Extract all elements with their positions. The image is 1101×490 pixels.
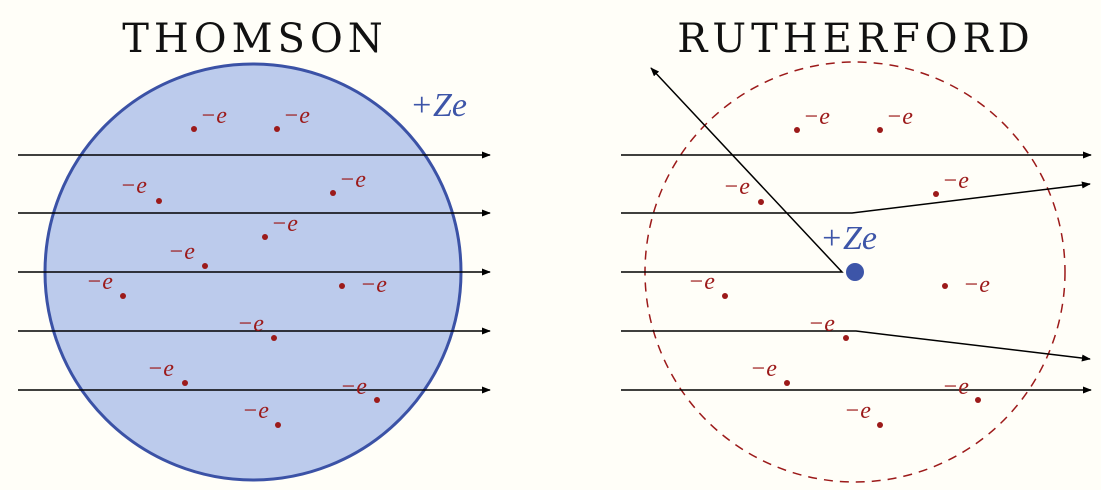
thomson-panel: THOMSON +Ze −e −e: [18, 16, 491, 482]
rutherford-electrons: −e −e −e −e −e: [688, 104, 990, 428]
rutherford-deflected-ray: [621, 330, 1091, 362]
electron-label: −e: [723, 174, 750, 200]
electron-dot: [877, 422, 883, 428]
electron-dot: [374, 397, 380, 403]
rutherford-nucleus: [846, 263, 864, 281]
rutherford-electron: −e: [844, 398, 883, 428]
thomson-electron: −e: [147, 356, 188, 386]
thomson-electron: −e: [168, 239, 208, 269]
electron-label: −e: [120, 173, 147, 199]
electron-dot: [275, 422, 281, 428]
electron-dot: [202, 263, 208, 269]
rutherford-electron: −e: [942, 272, 990, 298]
electron-label: −e: [168, 239, 195, 265]
electron-dot: [271, 335, 277, 341]
electron-label: −e: [147, 356, 174, 382]
rutherford-electron: −e: [877, 104, 913, 133]
thomson-electron: −e: [262, 211, 298, 240]
rutherford-electron: −e: [688, 269, 728, 299]
electron-label: −e: [360, 272, 387, 298]
rutherford-charge-label: +Ze: [820, 220, 877, 257]
rutherford-electron: −e: [750, 356, 790, 386]
electron-dot: [722, 293, 728, 299]
electron-label: −e: [688, 269, 715, 295]
thomson-electron: −e: [242, 398, 281, 428]
rutherford-electron: −e: [942, 374, 981, 403]
electron-dot: [330, 190, 336, 196]
rutherford-deflected-ray: [621, 181, 1091, 214]
electron-dot: [877, 127, 883, 133]
electron-label: −e: [200, 103, 227, 129]
electron-dot: [933, 191, 939, 197]
rutherford-alpha-rays: [621, 67, 1092, 394]
thomson-electron: −e: [120, 173, 162, 204]
electron-label: −e: [963, 272, 990, 298]
electron-dot: [758, 199, 764, 205]
electron-dot: [274, 126, 280, 132]
thomson-electron: −e: [340, 374, 380, 403]
electron-label: −e: [750, 356, 777, 382]
thomson-electrons: −e −e −e −e −e: [86, 103, 387, 428]
thomson-electron: −e: [274, 103, 310, 132]
thomson-electron: −e: [237, 311, 277, 341]
electron-dot: [975, 397, 981, 403]
thomson-electron: −e: [330, 167, 366, 196]
electron-label: −e: [844, 398, 871, 424]
electron-label: −e: [803, 104, 830, 130]
electron-label: −e: [886, 104, 913, 130]
electron-dot: [120, 293, 126, 299]
electron-dot: [784, 380, 790, 386]
electron-label: −e: [271, 211, 298, 237]
rutherford-electron: −e: [808, 311, 849, 341]
thomson-title: THOMSON: [122, 16, 388, 62]
electron-label: −e: [242, 398, 269, 424]
rutherford-title: RUTHERFORD: [677, 16, 1034, 62]
electron-dot: [794, 127, 800, 133]
electron-label: −e: [86, 269, 113, 295]
rutherford-electron: −e: [933, 168, 969, 197]
thomson-electron: −e: [191, 103, 227, 132]
electron-dot: [191, 126, 197, 132]
thomson-electron: −e: [86, 269, 126, 299]
electron-label: −e: [808, 311, 835, 337]
electron-dot: [262, 234, 268, 240]
electron-label: −e: [283, 103, 310, 129]
rutherford-electron: −e: [794, 104, 830, 133]
electron-dot: [942, 283, 948, 289]
thomson-electron: −e: [339, 272, 387, 298]
electron-dot: [182, 380, 188, 386]
electron-label: −e: [340, 374, 367, 400]
electron-label: −e: [942, 374, 969, 400]
electron-label: −e: [237, 311, 264, 337]
thomson-charge-label: +Ze: [410, 87, 467, 124]
electron-dot: [156, 198, 162, 204]
electron-label: −e: [942, 168, 969, 194]
electron-dot: [843, 335, 849, 341]
thomson-alpha-rays: [18, 151, 491, 394]
electron-dot: [339, 283, 345, 289]
rutherford-panel: RUTHERFORD +Ze −e −e: [621, 16, 1092, 483]
rutherford-electron: −e: [723, 174, 764, 205]
rutherford-backscattered-ray: [621, 67, 844, 273]
electron-label: −e: [339, 167, 366, 193]
